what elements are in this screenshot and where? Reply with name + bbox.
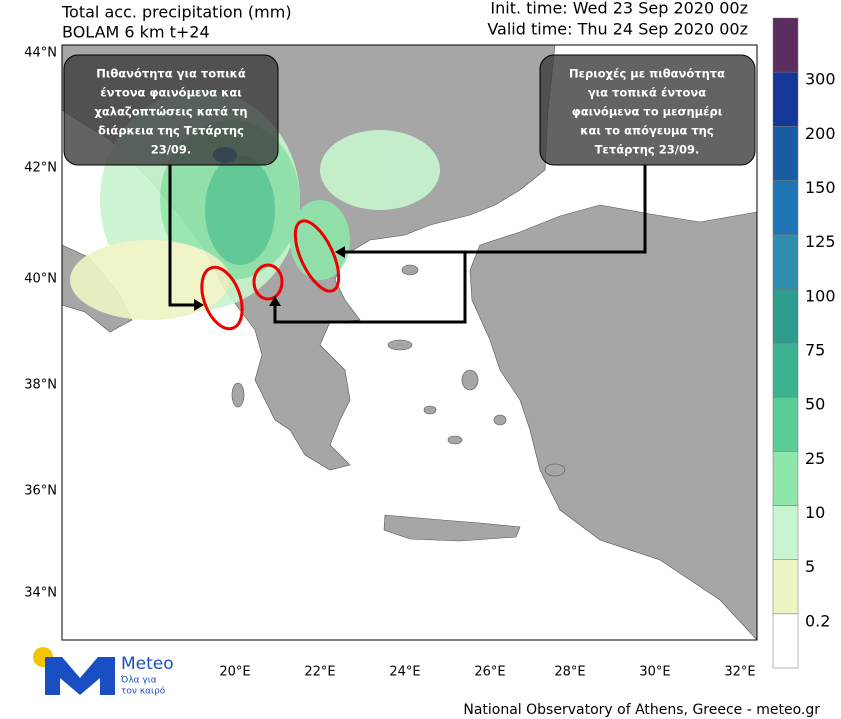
lon-labels: 20°E 22°E 24°E 26°E 28°E 30°E 32°E xyxy=(219,665,755,680)
title: Total acc. precipitation (mm) xyxy=(61,3,292,22)
colorbar: 0.2 5 10 25 50 75 100 125 150 200 300 xyxy=(772,17,836,669)
model: BOLAM 6 km t+24 xyxy=(62,23,210,42)
colorbar-bin xyxy=(772,559,799,615)
lon-label: 28°E xyxy=(554,665,585,680)
colorbar-label: 0.2 xyxy=(805,611,830,630)
colorbar-label: 25 xyxy=(805,449,825,468)
lon-label: 32°E xyxy=(724,665,755,680)
colorbar-label: 5 xyxy=(805,557,815,576)
arrow-head xyxy=(269,296,281,306)
colorbar-bin xyxy=(772,17,799,73)
arrow xyxy=(342,165,647,254)
logo-tagline: τον καιρό xyxy=(121,686,166,697)
colorbar-bin xyxy=(772,451,799,506)
colorbar-label: 125 xyxy=(805,232,836,251)
colorbar-bin xyxy=(772,126,799,181)
lon-label: 20°E xyxy=(219,665,250,680)
note-line: διάρκεια της Τετάρτης xyxy=(98,124,244,138)
footer: National Observatory of Athens, Greece -… xyxy=(463,702,820,718)
colorbar-label: 300 xyxy=(805,70,836,89)
note-line: 23/09. xyxy=(151,143,192,157)
area-circle xyxy=(200,265,244,331)
lon-label: 30°E xyxy=(639,665,670,680)
colorbar-bin xyxy=(772,342,799,398)
colorbar-label: 200 xyxy=(805,124,836,143)
colorbar-label: 150 xyxy=(805,178,836,197)
note-line: για τοπικά έντονα xyxy=(588,86,706,100)
lat-label: 38°N xyxy=(24,378,57,393)
lon-label: 24°E xyxy=(389,665,420,680)
colorbar-bin xyxy=(772,505,799,560)
area-circle xyxy=(252,263,284,301)
lat-label: 34°N xyxy=(24,586,57,601)
logo-tagline: Όλα για xyxy=(120,675,157,686)
init-time: Init. time: Wed 23 Sep 2020 00z xyxy=(490,0,748,18)
note-line: φαινόμενα το μεσημέρι xyxy=(572,105,723,119)
colorbar-bin xyxy=(772,613,799,669)
annotation-boxes: Πιθανότητα για τοπικά έντονα φαινόμενα κα… xyxy=(63,54,756,166)
crete xyxy=(383,514,521,542)
logo-mark xyxy=(45,657,115,695)
note-line: και το απόγευμα της xyxy=(580,124,714,138)
logo-brand: Meteo xyxy=(121,654,174,674)
colorbar-bin xyxy=(772,234,799,290)
frame xyxy=(61,44,758,641)
lon-label: 26°E xyxy=(474,665,505,680)
lat-label: 42°N xyxy=(24,161,57,176)
note-line: Τετάρτης 23/09. xyxy=(595,143,700,157)
lon-label: 22°E xyxy=(304,665,335,680)
islands xyxy=(231,264,566,477)
lat-labels: 44°N 42°N 40°N 38°N 36°N 34°N xyxy=(24,46,57,601)
colorbar-bin xyxy=(772,288,799,344)
note-line: χαλαζοπτώσεις κατά τη xyxy=(94,105,247,119)
turkey xyxy=(469,204,757,640)
colorbar-label: 50 xyxy=(805,395,825,414)
arrow xyxy=(273,252,467,324)
lat-label: 36°N xyxy=(24,484,57,499)
area-circle xyxy=(293,219,341,293)
note-line: έντονα φαινόμενα και xyxy=(100,86,241,100)
arrow-head xyxy=(194,299,204,311)
colorbar-label: 75 xyxy=(805,341,825,360)
highlights xyxy=(168,165,647,331)
colorbar-label: 100 xyxy=(805,286,836,305)
valid-time: Valid time: Thu 24 Sep 2020 00z xyxy=(487,20,748,39)
note-line: Περιοχές με πιθανότητα xyxy=(569,67,725,81)
colorbar-bin xyxy=(772,71,799,127)
colorbar-bin xyxy=(772,180,799,235)
lat-label: 44°N xyxy=(24,46,57,61)
note-box xyxy=(539,54,756,166)
arrow xyxy=(168,165,198,307)
arrow-head xyxy=(335,246,345,258)
logo: Meteo Όλα για τον καιρό xyxy=(33,647,174,697)
note-line: Πιθανότητα για τοπικά xyxy=(96,67,246,81)
colorbar-bin xyxy=(772,396,799,452)
colorbar-label: 10 xyxy=(805,503,825,522)
lat-label: 40°N xyxy=(24,272,57,287)
